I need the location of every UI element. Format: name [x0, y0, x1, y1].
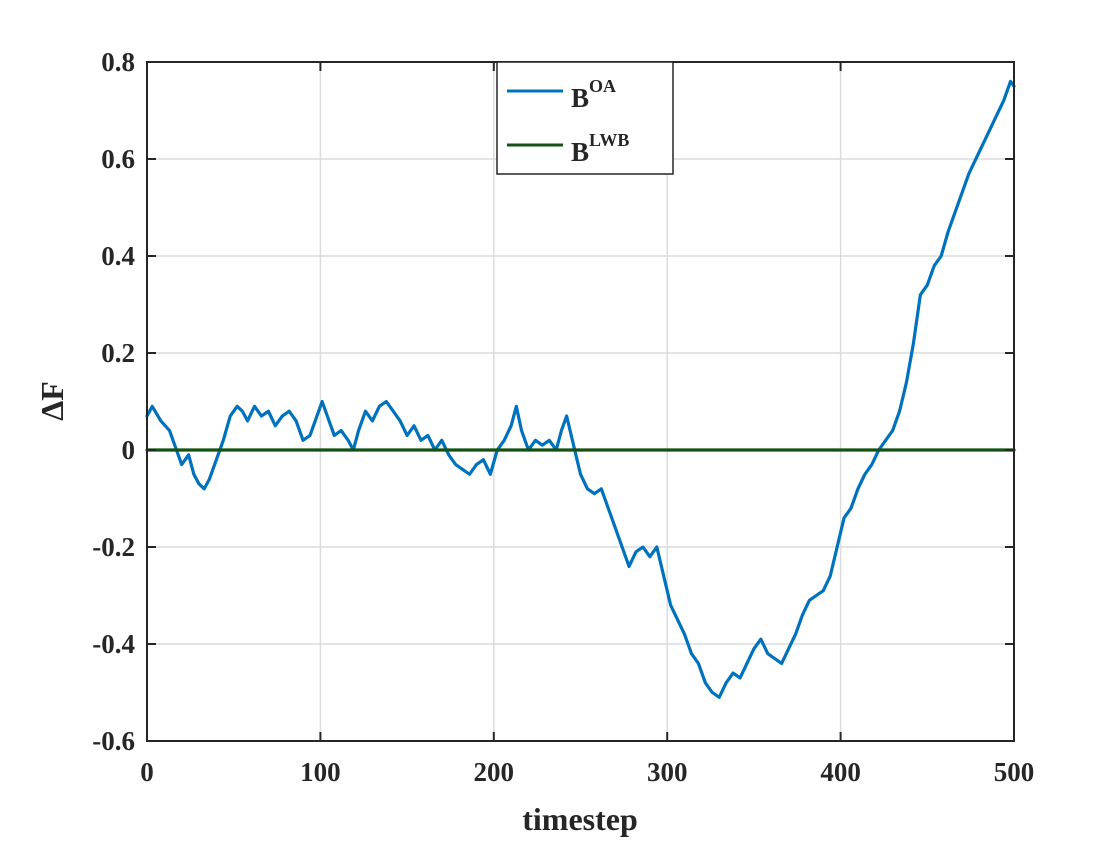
x-axis-label: timestep — [522, 801, 638, 837]
legend-label-boa-base: B — [571, 83, 589, 113]
y-tick-label: -0.4 — [92, 629, 135, 659]
y-tick-label: 0.4 — [101, 241, 135, 271]
x-tick-label: 300 — [647, 757, 688, 787]
x-tick-label: 500 — [994, 757, 1035, 787]
y-tick-label: 0.8 — [101, 47, 135, 77]
legend: BOA BLWB — [496, 61, 674, 175]
label-layer: timestep ΔF — [34, 381, 638, 837]
y-axis-label: ΔF — [34, 381, 70, 421]
legend-label-boa: BOA — [571, 76, 616, 113]
legend-label-blwb-base: B — [571, 137, 589, 167]
legend-label-blwb: BLWB — [571, 130, 629, 167]
y-tick-label: -0.6 — [92, 726, 135, 756]
y-tick-label: 0.6 — [101, 144, 135, 174]
x-tick-label: 400 — [820, 757, 861, 787]
series-layer — [145, 79, 1016, 699]
legend-box — [496, 61, 674, 175]
x-tick-label: 100 — [300, 757, 341, 787]
x-tick-label: 200 — [474, 757, 515, 787]
tick-layer: 0 100 200 300 400 500 -0.6 -0.4 -0.2 0 0.2 0.4 0.6 0.… — [92, 47, 1034, 787]
y-tick-label: 0 — [122, 435, 136, 465]
y-tick-label: -0.2 — [92, 532, 135, 562]
y-tick-label: 0.2 — [101, 338, 135, 368]
x-tick-label: 0 — [140, 757, 154, 787]
legend-label-blwb-sup: LWB — [589, 130, 629, 150]
legend-label-boa-sup: OA — [589, 76, 616, 96]
series-line-boa — [145, 79, 1016, 699]
